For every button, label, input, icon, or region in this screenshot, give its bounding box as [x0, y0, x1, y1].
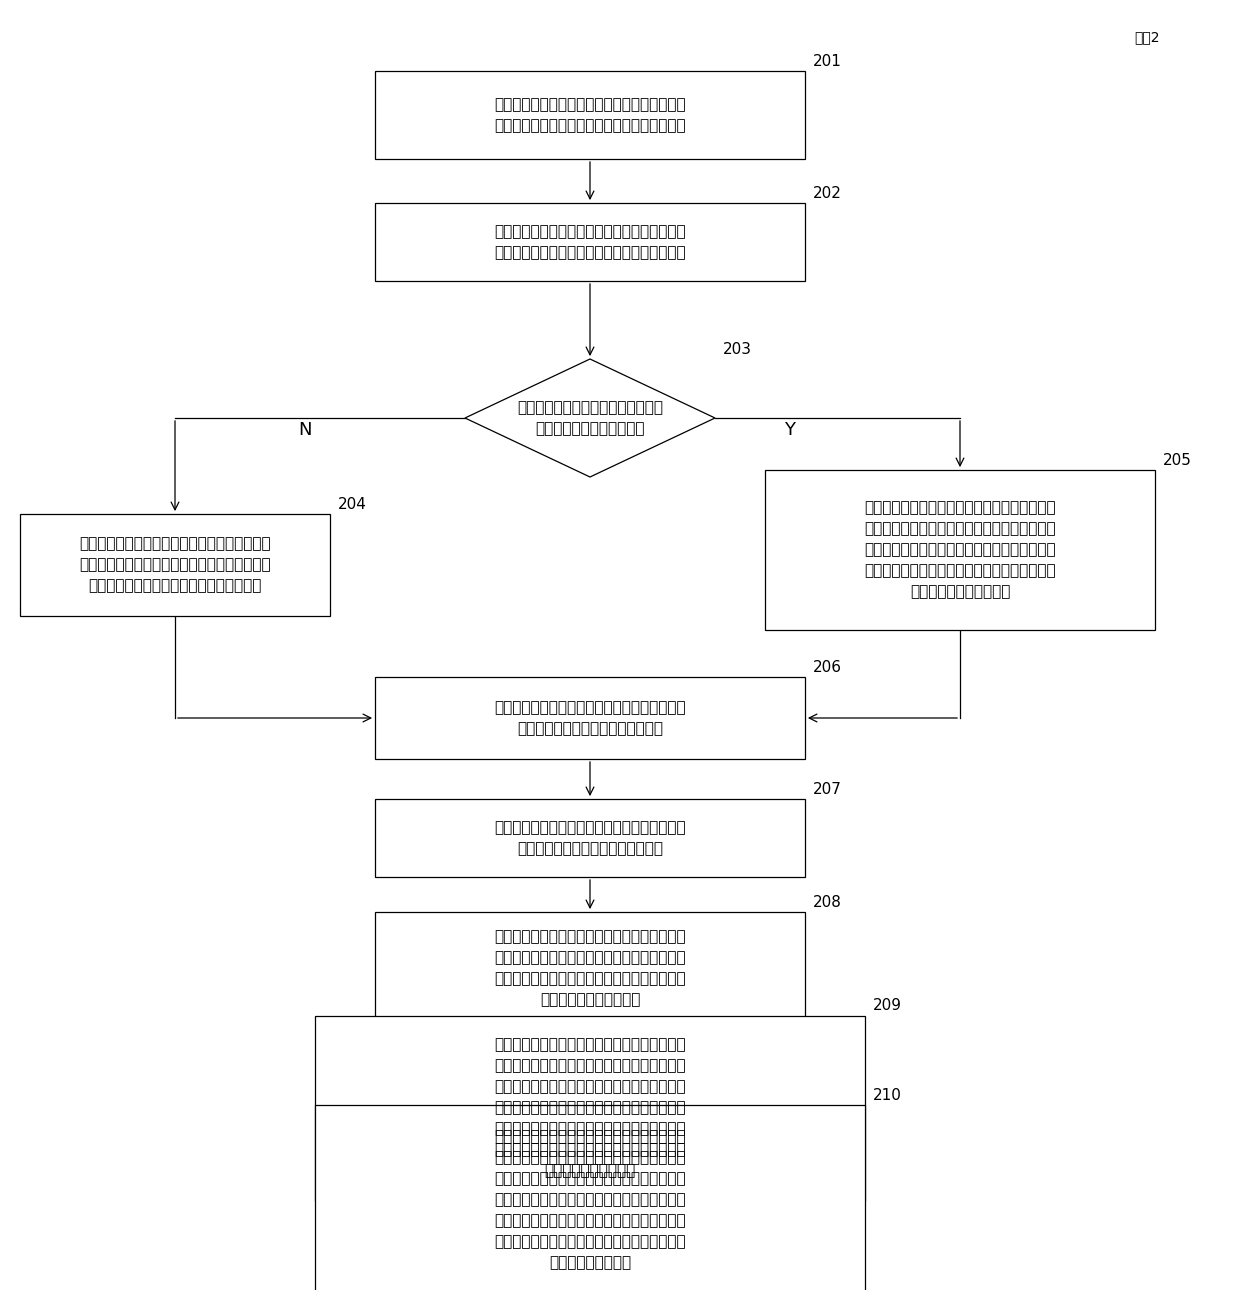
Text: 203: 203	[723, 342, 751, 357]
Text: 204: 204	[339, 497, 367, 512]
Text: 209: 209	[873, 998, 901, 1014]
FancyBboxPatch shape	[374, 71, 805, 159]
FancyBboxPatch shape	[374, 799, 805, 877]
FancyBboxPatch shape	[315, 1015, 866, 1201]
Text: 202: 202	[813, 186, 842, 201]
Text: Y: Y	[785, 421, 796, 439]
Text: 210: 210	[873, 1087, 901, 1103]
FancyBboxPatch shape	[315, 1106, 866, 1290]
Text: 通过最小二乘法，对第一谐波分量指数衰减量和
第二谐波分量指数衰减量进行计算，得到第一谐
波幅值系数、第一谐波阻尼系数、第二谐波幅值
系数和第二谐波阻尼系数: 通过最小二乘法，对第一谐波分量指数衰减量和 第二谐波分量指数衰减量进行计算，得到…	[495, 929, 686, 1007]
Text: 判断第一采样时间区间内的初始峰谷
点变化曲线中是否存在拐点: 判断第一采样时间区间内的初始峰谷 点变化曲线中是否存在拐点	[517, 400, 663, 436]
Text: 201: 201	[813, 54, 842, 68]
FancyBboxPatch shape	[374, 203, 805, 281]
Text: 获取峰谷点变化曲线中的拐点对应的时间节点，
得到第二采样时间区间，然后分别对第二采样时
间区间内的初始峰值点变化曲线和初始峰谷点变
化曲线进行等间隔差值，得到第: 获取峰谷点变化曲线中的拐点对应的时间节点， 得到第二采样时间区间，然后分别对第二…	[864, 501, 1055, 600]
Text: 分别比较第一双频冲击衰减信号与原始双频冲击
衰减信号之间的第一最大相关系数以及第二双频
冲击衰减信号与原始双频冲击衰减信号之间的第
二最大相关系数，将第一最大相: 分别比较第一双频冲击衰减信号与原始双频冲击 衰减信号之间的第一最大相关系数以及第…	[495, 1130, 686, 1271]
Text: 207: 207	[813, 782, 842, 797]
Text: 提取包络线中预置的采样时间区间内的峰值点和
峰谷点，得到峰值点变化曲线和峰谷点变化曲线: 提取包络线中预置的采样时间区间内的峰值点和 峰谷点，得到峰值点变化曲线和峰谷点变…	[495, 224, 686, 261]
Text: 根据第一峰值点变化曲线和第一峰谷点变化曲线
之差，得到第二谐波分量指数衰减量: 根据第一峰值点变化曲线和第一峰谷点变化曲线 之差，得到第二谐波分量指数衰减量	[495, 820, 686, 857]
FancyBboxPatch shape	[374, 677, 805, 759]
Text: 根据第一峰值点变化曲线和第一峰谷点变化曲线
之和，得到第一谐波分量指数衰减量: 根据第一峰值点变化曲线和第一峰谷点变化曲线 之和，得到第一谐波分量指数衰减量	[495, 700, 686, 737]
Text: 获取到原始双频冲击衰减信号经过频谱分析后得
到的与原始双频冲击衰减信号中的两个谐波分量
相应的第一谐波频率和第二谐波频率，并将第一
谐波频率和第二谐波频率与第一: 获取到原始双频冲击衰减信号经过频谱分析后得 到的与原始双频冲击衰减信号中的两个谐…	[495, 1037, 686, 1179]
Text: 206: 206	[813, 660, 842, 675]
FancyBboxPatch shape	[20, 513, 330, 617]
Text: 附图2: 附图2	[1135, 30, 1159, 44]
Text: 对通过采样获取到的原始双频冲击衰减信号进行
包络提取，得到原始双频冲击衰减信号的包络线: 对通过采样获取到的原始双频冲击衰减信号进行 包络提取，得到原始双频冲击衰减信号的…	[495, 97, 686, 133]
FancyBboxPatch shape	[765, 470, 1154, 630]
Text: 分别对第一采样时间区间内的初始峰值点变化曲
线和初始峰谷点变化曲线进行等间隔插值，得到
第一峰值点变化曲线和第一峰谷点变化曲线: 分别对第一采样时间区间内的初始峰值点变化曲 线和初始峰谷点变化曲线进行等间隔插值…	[79, 537, 270, 593]
Polygon shape	[465, 359, 715, 477]
FancyBboxPatch shape	[374, 912, 805, 1024]
Text: 208: 208	[813, 895, 842, 909]
Text: N: N	[299, 421, 311, 439]
Text: 205: 205	[1163, 453, 1192, 468]
